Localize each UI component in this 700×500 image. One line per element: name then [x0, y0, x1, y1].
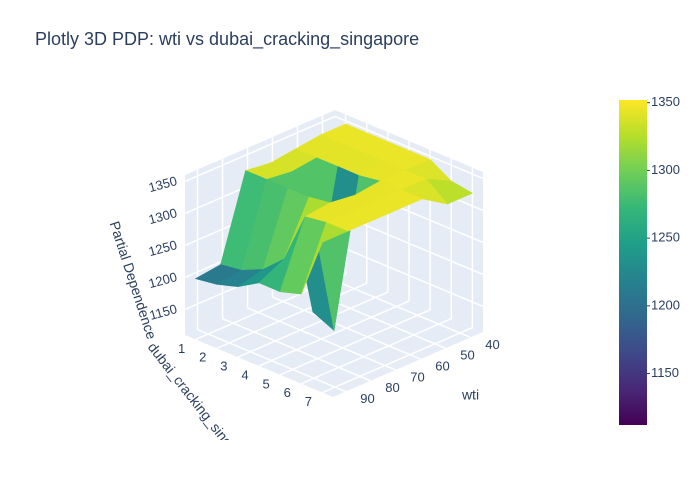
y-grid-line [300, 318, 452, 385]
z-tick-label: 1300 [147, 205, 179, 227]
colorbar-tick-label: 1250 [651, 230, 680, 245]
z-tick-label: 1200 [147, 269, 179, 291]
y-grid-line [322, 326, 473, 394]
z-tick-label: 1150 [148, 301, 179, 323]
x-tick-label: 90 [360, 391, 374, 406]
z-tick-label: 1350 [147, 173, 179, 195]
z-grid-line [184, 115, 336, 183]
z-tick-label: 1250 [147, 237, 179, 259]
x-tick-label: 40 [485, 337, 499, 352]
colorbar-tick-label: 1350 [651, 94, 680, 109]
y-tick-label: 4 [241, 367, 248, 382]
surface-patch [301, 222, 349, 295]
y-grid-line [216, 282, 368, 349]
y-tick-label: 1 [178, 341, 185, 356]
x-tick-label: 60 [435, 359, 449, 374]
colorbar-tick-label: 1150 [651, 365, 679, 380]
colorbar-tick-label: 1300 [651, 162, 680, 177]
y-tick-label: 2 [199, 350, 206, 365]
y-tick-label: 5 [263, 376, 270, 391]
colorbar: 1150 1200 1250 1300 1350 [619, 94, 680, 425]
y-tick-label: 3 [220, 359, 227, 374]
x-axis-title: wti [461, 386, 479, 402]
y-grid-line [237, 291, 389, 358]
x-tick-label: 80 [385, 380, 399, 395]
y-grid-line [258, 300, 410, 367]
y-tick-label: 6 [284, 385, 291, 400]
y-tick-label: 7 [305, 394, 312, 409]
chart-title: Plotly 3D PDP: wti vs dubai_cracking_sin… [35, 29, 419, 50]
z-grid-line [334, 243, 484, 308]
x-tick-label: 50 [460, 348, 474, 363]
colorbar-tick-label: 1200 [651, 297, 680, 312]
colorbar-gradient [619, 100, 647, 425]
x-tick-label: 70 [410, 369, 424, 384]
y-grid-line [279, 309, 431, 376]
z-grid-line [334, 115, 484, 180]
